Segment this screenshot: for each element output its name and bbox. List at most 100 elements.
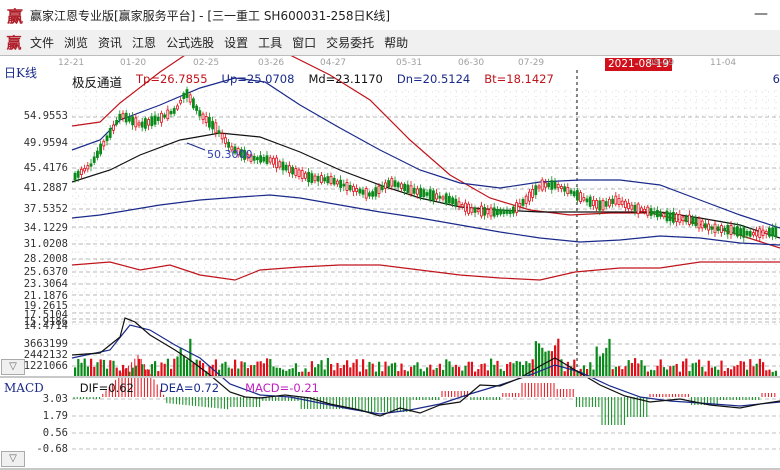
volume-bar [371,363,374,378]
volume-bar [173,358,176,378]
chart-area[interactable]: 50.3000 日K线 12-21 01-20 02-25 03-26 04-2… [0,56,780,470]
candle-body [531,188,534,198]
candle-body [243,149,247,160]
menu-tools[interactable]: 工具 [258,36,283,50]
volume-bar [90,358,93,378]
volume-bar [74,367,77,378]
volume-bar [96,362,99,378]
menu-gann[interactable]: 江恩 [132,36,157,50]
volume-bar [157,371,160,378]
menu-browse[interactable]: 浏览 [64,36,89,50]
macd-label[interactable]: MACD [4,381,44,395]
candle-body [716,226,720,232]
volume-bar [563,371,566,378]
menu-news[interactable]: 资讯 [98,36,123,50]
candle-body [460,204,464,208]
candle-body [281,161,285,171]
volume-bar [477,369,480,378]
candle-body [262,156,266,162]
macd-collapse-button[interactable]: ▽ [1,451,25,467]
minimize-button[interactable]: — [754,6,768,22]
candle-body [528,191,531,202]
candle-body [393,180,397,187]
volume-bar [550,351,553,378]
volume-bar [493,364,496,378]
candle-body [102,140,106,147]
candle-body [207,117,211,128]
kline-chart-canvas[interactable]: 50.3000 [0,56,780,470]
candle-body [223,137,227,144]
menu-file[interactable]: 文件 [30,36,55,50]
menu-settings[interactable]: 设置 [224,36,249,50]
candle-body [364,188,368,199]
candle-body [153,115,157,125]
candle-body [729,225,733,235]
volume-bar [237,368,240,378]
candle-body [255,157,259,161]
volume-bar [317,364,320,378]
volume-bar [605,347,608,378]
peak-annotation: 50.3000 [207,148,253,161]
candle-body [252,155,256,161]
candle-body [329,175,333,185]
volume-bar [390,363,393,378]
candle-body [383,182,387,189]
candle-body [217,130,221,134]
volume-bar [646,371,649,378]
volume-bar [621,369,624,378]
volume-bar [701,366,704,378]
volume-collapse-button[interactable]: ▽ [1,359,25,375]
date-tick: 05-31 [396,58,423,68]
volume-bar [669,366,672,378]
volume-bar [653,370,656,378]
candle-body [585,198,589,203]
volume-bar [186,359,189,378]
candle-body [534,185,538,196]
menu-window[interactable]: 窗口 [292,36,317,50]
volume-bar [384,361,387,378]
menu-help[interactable]: 帮助 [384,36,409,50]
candle-body [643,208,646,212]
volume-bar [717,369,720,378]
candle-body [774,227,778,237]
volume-bar [438,363,441,378]
candle-body [361,189,365,195]
candle-body [569,190,573,194]
candle-body [505,210,509,214]
candle-body [755,230,758,237]
volume-bar [454,364,457,378]
volume-bar [189,338,192,378]
volume-bar [730,369,733,378]
candle-body [636,203,640,214]
candle-body [656,210,659,218]
menu-trade[interactable]: 交易委托 [326,36,375,50]
candle-body [473,208,477,213]
candle-body [287,165,291,174]
volume-bar [230,368,233,378]
date-tick: 02-25 [193,58,220,68]
candle-body [73,172,77,181]
candle-body [447,195,451,204]
menu-formula-screening[interactable]: 公式选股 [166,36,215,50]
candle-body [438,195,442,199]
volume-bar [240,361,243,378]
candle-body [355,187,359,192]
candle-body [83,167,86,172]
volume-bar [442,369,445,378]
volume-bar [749,359,752,378]
candle-body [425,192,429,196]
volume-bar [541,347,544,378]
volume-bar [630,362,633,378]
candle-body [684,216,688,223]
price-axis-label: 31.0208 [23,238,68,250]
app-logo-icon: 赢 [6,7,23,26]
candle-body [463,202,467,212]
candle-body [540,179,544,191]
volume-bar [320,360,323,378]
period-label[interactable]: 日K线 [4,66,37,80]
macd-dif-line [71,317,780,417]
panel-divider[interactable] [0,376,780,378]
candle-body [518,202,522,207]
volume-bar [570,366,573,378]
candle-body [86,165,90,170]
